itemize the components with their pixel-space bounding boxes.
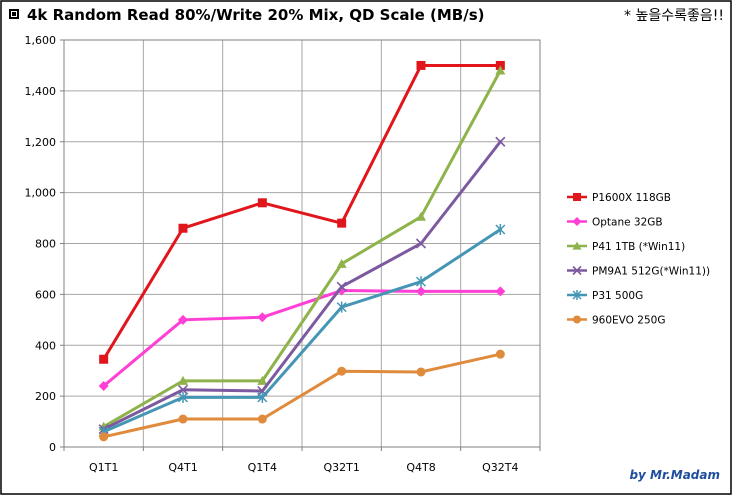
legend-label: P31 500G bbox=[592, 290, 643, 302]
series-line bbox=[102, 352, 502, 439]
series-6 bbox=[99, 349, 505, 442]
data-point-marker bbox=[573, 193, 581, 201]
data-point-marker bbox=[257, 414, 267, 424]
x-tick-label: Q4T8 bbox=[406, 461, 435, 474]
data-point-marker bbox=[416, 286, 426, 297]
data-point-marker bbox=[177, 384, 189, 395]
data-point-marker bbox=[572, 265, 582, 276]
data-point-marker bbox=[337, 218, 347, 228]
chart-title: 4k Random Read 80%/Write 20% Mix, QD Sca… bbox=[27, 6, 485, 24]
data-point-marker bbox=[495, 65, 506, 75]
data-point-marker bbox=[257, 375, 268, 385]
legend-item: P1600X 118GB bbox=[567, 192, 671, 204]
legend-item: P41 1TB (*Win11) bbox=[567, 241, 685, 253]
data-point-marker bbox=[416, 211, 426, 221]
x-tick-label: Q4T1 bbox=[168, 461, 197, 474]
data-point-marker bbox=[415, 276, 427, 288]
x-tick-label: Q1T1 bbox=[89, 461, 118, 474]
data-point-marker bbox=[98, 380, 109, 391]
data-point-marker bbox=[495, 224, 506, 236]
data-point-marker bbox=[573, 315, 581, 324]
data-point-marker bbox=[416, 367, 426, 377]
data-point-marker bbox=[495, 60, 505, 70]
y-tick-label: 800 bbox=[35, 238, 56, 251]
higher-is-better-note: * 높을수록좋음!! bbox=[624, 8, 724, 24]
legend-label: PM9A1 512G(*Win11)) bbox=[592, 266, 710, 278]
series-line bbox=[102, 69, 502, 429]
y-tick-label: 0 bbox=[49, 441, 56, 454]
author-credit: by Mr.Madam bbox=[629, 468, 720, 482]
data-point-marker bbox=[178, 314, 188, 325]
data-point-marker bbox=[495, 286, 506, 297]
data-point-marker bbox=[336, 281, 347, 292]
axes: 0 200 400 600 800 1,000 1,200 1,400 1,600 Q1T1 Q4T… bbox=[25, 34, 541, 474]
x-tick-label: Q32T4 bbox=[482, 461, 518, 474]
series-line bbox=[102, 228, 502, 434]
legend: P1600X 118GB Optane 32GB P41 1TB (*Win11) P… bbox=[567, 192, 710, 327]
series-5 bbox=[98, 224, 506, 438]
data-point-marker bbox=[99, 354, 109, 364]
data-point-marker bbox=[337, 366, 347, 376]
series-1 bbox=[99, 60, 505, 364]
series-2 bbox=[98, 285, 506, 391]
data-point-marker bbox=[495, 349, 505, 359]
y-tick-label: 400 bbox=[35, 339, 56, 352]
data-point-marker bbox=[257, 312, 268, 323]
data-point-marker bbox=[416, 60, 426, 70]
data-point-marker bbox=[336, 258, 347, 268]
y-tick-label: 200 bbox=[35, 390, 56, 403]
data-point-marker bbox=[572, 290, 582, 300]
series-group bbox=[98, 60, 506, 442]
legend-label: P1600X 118GB bbox=[592, 192, 671, 204]
legend-item: PM9A1 512G(*Win11)) bbox=[567, 266, 710, 278]
data-point-marker bbox=[99, 432, 109, 442]
legend-label: P41 1TB (*Win11) bbox=[592, 241, 685, 253]
series-line bbox=[102, 140, 502, 431]
y-tick-label: 1,000 bbox=[25, 187, 57, 200]
legend-item: 960EVO 250G bbox=[567, 315, 665, 327]
series-line bbox=[102, 289, 502, 388]
y-tick-label: 1,200 bbox=[25, 136, 57, 149]
legend-item: Optane 32GB bbox=[567, 217, 663, 229]
data-point-marker bbox=[178, 223, 188, 233]
data-point-marker bbox=[178, 414, 188, 424]
series-line bbox=[102, 63, 502, 361]
title-square-icon-dot bbox=[12, 12, 16, 16]
data-point-marker bbox=[336, 301, 347, 313]
data-point-marker bbox=[572, 241, 582, 250]
y-tick-label: 1,600 bbox=[25, 34, 57, 47]
data-point-marker bbox=[495, 136, 506, 147]
legend-item: P31 500G bbox=[567, 290, 643, 302]
y-tick-label: 600 bbox=[35, 288, 56, 301]
legend-label: 960EVO 250G bbox=[592, 315, 665, 327]
x-tick-label: Q1T4 bbox=[248, 461, 277, 474]
y-tick-label: 1,400 bbox=[25, 85, 57, 98]
data-point-marker bbox=[415, 238, 427, 249]
data-point-marker bbox=[572, 217, 582, 226]
data-point-marker bbox=[257, 198, 267, 208]
legend-label: Optane 32GB bbox=[592, 217, 663, 229]
data-point-marker bbox=[178, 375, 188, 385]
x-tick-label: Q32T1 bbox=[323, 461, 359, 474]
data-point-marker bbox=[257, 391, 268, 403]
data-point-marker bbox=[177, 391, 189, 403]
